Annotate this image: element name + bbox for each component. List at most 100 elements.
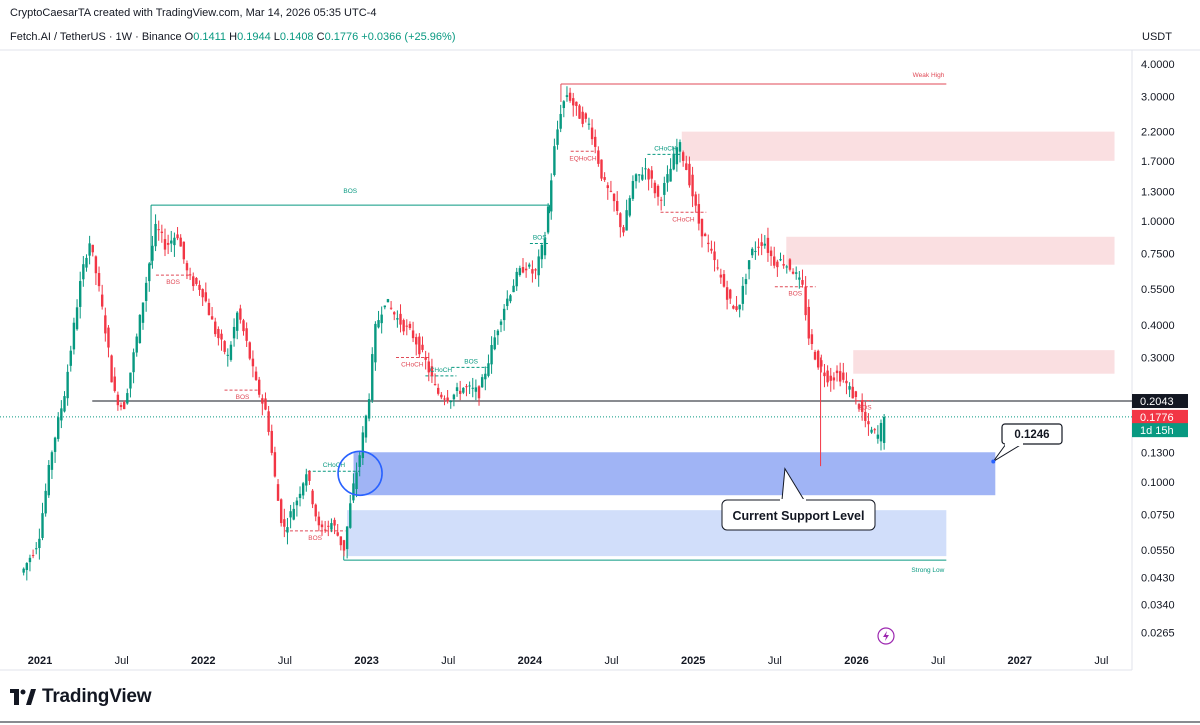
price-tick-label: 4.0000	[1141, 59, 1175, 71]
candle-body	[333, 519, 336, 526]
candle-body	[637, 174, 641, 176]
candle-body	[848, 386, 851, 390]
candle-body	[345, 526, 349, 550]
candle-body	[732, 305, 735, 309]
price-tick-label: 0.0550	[1141, 545, 1175, 557]
candle-body	[603, 177, 606, 180]
time-tick-label: 2023	[354, 655, 378, 667]
candle-body	[276, 484, 280, 501]
candle-body	[751, 248, 754, 256]
candle-body	[229, 344, 233, 360]
candle-body	[600, 159, 603, 179]
candle-body	[559, 113, 562, 129]
candle-body	[829, 375, 832, 381]
candle-body	[217, 328, 220, 339]
candle-body	[141, 302, 145, 323]
structure-label: CHoCH	[654, 145, 677, 152]
price-callout-box	[1001, 423, 1063, 445]
candle-body	[870, 429, 873, 433]
candle-body	[166, 242, 170, 245]
time-tick-label: 2024	[518, 655, 543, 667]
candle-body	[63, 396, 66, 412]
candle-body	[449, 401, 452, 403]
candle-body	[713, 251, 716, 261]
time-tick-label: 2022	[191, 655, 215, 667]
candle-body	[647, 169, 650, 180]
time-tick-label: Jul	[931, 655, 945, 667]
candle-body	[842, 372, 845, 380]
currency-label[interactable]: USDT	[1142, 31, 1172, 43]
candle-body	[562, 101, 566, 109]
candle-body	[493, 337, 496, 350]
candle-body	[405, 325, 408, 327]
candle-body	[25, 563, 29, 571]
candle-body	[355, 472, 358, 490]
structure-label: BOS	[166, 279, 180, 286]
candle-body	[393, 312, 396, 315]
candle-body	[597, 150, 600, 164]
candle-body	[47, 465, 50, 496]
candle-body	[389, 307, 393, 309]
candle-body	[402, 320, 405, 332]
lightning-icon-bolt	[883, 631, 889, 641]
candle-body	[810, 334, 814, 345]
candle-body	[468, 385, 471, 387]
candle-body	[418, 336, 421, 355]
structure-label: BOS	[788, 291, 802, 298]
candle-body	[424, 357, 427, 360]
price-tick-label: 0.0265	[1141, 628, 1175, 640]
support-callout-pointer	[781, 467, 805, 501]
structure-label: CHoCH	[323, 462, 346, 469]
price-callout-gap	[1005, 443, 1023, 446]
candle-body	[882, 416, 886, 443]
candle-body	[135, 336, 138, 353]
candle-body	[176, 234, 179, 239]
price-callout-anchor	[991, 459, 996, 464]
candle-body	[763, 243, 767, 246]
candle-body	[129, 372, 132, 389]
candle-body	[795, 272, 798, 274]
candle-body	[587, 123, 591, 125]
candle-body	[97, 273, 101, 287]
candle-body	[568, 92, 572, 101]
candle-body	[578, 105, 581, 119]
support-callout-text: Current Support Level	[733, 509, 865, 523]
structure-label: BOS	[464, 358, 478, 365]
structure-label: BOS	[343, 188, 357, 195]
tradingview-logo-icon	[10, 689, 36, 705]
candle-body	[383, 305, 387, 308]
candle-body	[88, 243, 91, 256]
candle-body	[556, 129, 559, 145]
tradingview-logo[interactable]: TradingView	[10, 686, 152, 708]
candle-body	[352, 483, 355, 501]
candle-body	[301, 483, 305, 496]
candle-body	[873, 429, 876, 431]
candle-body	[766, 237, 770, 253]
time-axis[interactable]: 2021 Jul 2022 Jul 2023 Jul 2024 Jul 2025 Jul 2026 J…	[28, 655, 1109, 667]
candle-body	[386, 299, 390, 303]
candle-body	[838, 371, 842, 382]
candle-body	[521, 267, 525, 273]
candle-body	[710, 248, 713, 251]
candle-body	[22, 568, 25, 573]
candle-body	[82, 264, 85, 280]
candle-body	[854, 391, 858, 398]
candle-body	[738, 304, 741, 310]
candle-body	[656, 185, 660, 197]
lightning-icon	[877, 627, 895, 645]
support-callout-gap	[780, 499, 806, 502]
candle-body	[546, 206, 550, 233]
candle-body	[339, 536, 343, 546]
candle-body	[421, 344, 424, 350]
candle-body	[575, 101, 578, 106]
candle-body	[801, 280, 804, 285]
candle-body	[524, 268, 528, 271]
candle-body	[173, 237, 176, 246]
price-axis[interactable]: 4.0000 3.0000 2.2000 1.7000 1.3000 1.0000 0.75…	[1132, 59, 1188, 640]
high-value: 0.1944	[237, 31, 271, 43]
candle-body	[374, 323, 377, 363]
candle-body	[659, 199, 663, 201]
candle-body	[653, 182, 657, 194]
candle-body	[60, 408, 63, 421]
